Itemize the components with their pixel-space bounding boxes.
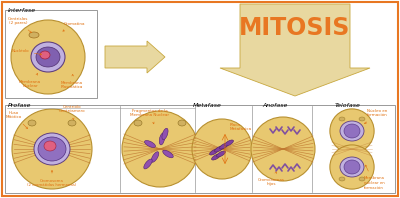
- FancyBboxPatch shape: [5, 105, 395, 193]
- Text: Nucléolo: Nucléolo: [11, 49, 42, 55]
- Ellipse shape: [159, 133, 165, 145]
- Ellipse shape: [339, 117, 345, 121]
- Text: Centriólo
Centrósmero: Centriólo Centrósmero: [59, 105, 85, 120]
- Text: Interfase: Interfase: [8, 8, 36, 13]
- Ellipse shape: [34, 133, 70, 165]
- Ellipse shape: [144, 141, 156, 148]
- Ellipse shape: [339, 177, 345, 181]
- Text: Anofase: Anofase: [262, 103, 288, 108]
- Ellipse shape: [359, 177, 365, 181]
- FancyBboxPatch shape: [5, 10, 97, 98]
- Text: Metafase: Metafase: [192, 103, 222, 108]
- Ellipse shape: [44, 141, 56, 151]
- Text: Telofase: Telofase: [335, 103, 361, 108]
- Ellipse shape: [344, 124, 360, 138]
- Text: Cromatina: Cromatina: [63, 22, 85, 31]
- Ellipse shape: [151, 152, 159, 162]
- Ellipse shape: [178, 120, 186, 126]
- Text: Núcleo en
formación: Núcleo en formación: [364, 109, 387, 124]
- Text: Placa
Metafásica: Placa Metafásica: [230, 123, 252, 131]
- Text: Membrana
Nuclear: Membrana Nuclear: [19, 73, 41, 88]
- FancyArrow shape: [105, 41, 165, 73]
- Ellipse shape: [68, 120, 76, 126]
- Ellipse shape: [163, 150, 173, 158]
- Ellipse shape: [212, 154, 220, 160]
- Ellipse shape: [29, 32, 39, 38]
- Ellipse shape: [40, 51, 50, 59]
- Circle shape: [251, 117, 315, 181]
- Text: MITOSIS: MITOSIS: [239, 16, 351, 40]
- Text: Fragmentos de la
Membrana Nuclear: Fragmentos de la Membrana Nuclear: [130, 109, 170, 124]
- Ellipse shape: [220, 143, 228, 149]
- Text: Profase: Profase: [8, 103, 32, 108]
- Text: Centrislos
(2 pares): Centrislos (2 pares): [8, 17, 32, 33]
- Text: Membrana
nuclear en
formación: Membrana nuclear en formación: [364, 165, 384, 190]
- Text: Membrana
Plasmática: Membrana Plasmática: [61, 74, 83, 89]
- Ellipse shape: [344, 160, 360, 174]
- Ellipse shape: [31, 42, 65, 72]
- Circle shape: [122, 111, 198, 187]
- Ellipse shape: [162, 128, 168, 140]
- Circle shape: [330, 109, 374, 153]
- Text: Cromosoma
(2 cromátidas hermanas): Cromosoma (2 cromátidas hermanas): [27, 170, 77, 187]
- Text: Cromosomas
hijos: Cromosomas hijos: [258, 172, 284, 186]
- FancyBboxPatch shape: [2, 2, 398, 196]
- Ellipse shape: [224, 140, 234, 146]
- Ellipse shape: [36, 47, 60, 67]
- Ellipse shape: [216, 151, 226, 157]
- Polygon shape: [220, 4, 370, 96]
- Ellipse shape: [340, 121, 364, 141]
- Circle shape: [12, 109, 92, 189]
- Ellipse shape: [134, 120, 142, 126]
- Ellipse shape: [214, 146, 224, 152]
- Ellipse shape: [28, 120, 36, 126]
- Ellipse shape: [210, 149, 218, 155]
- Text: Huso
Mitótico: Huso Mitótico: [6, 111, 28, 129]
- Ellipse shape: [144, 159, 152, 169]
- Circle shape: [330, 145, 374, 189]
- Ellipse shape: [359, 117, 365, 121]
- Ellipse shape: [340, 157, 364, 177]
- Circle shape: [11, 20, 85, 94]
- Circle shape: [192, 119, 252, 179]
- Ellipse shape: [38, 137, 66, 161]
